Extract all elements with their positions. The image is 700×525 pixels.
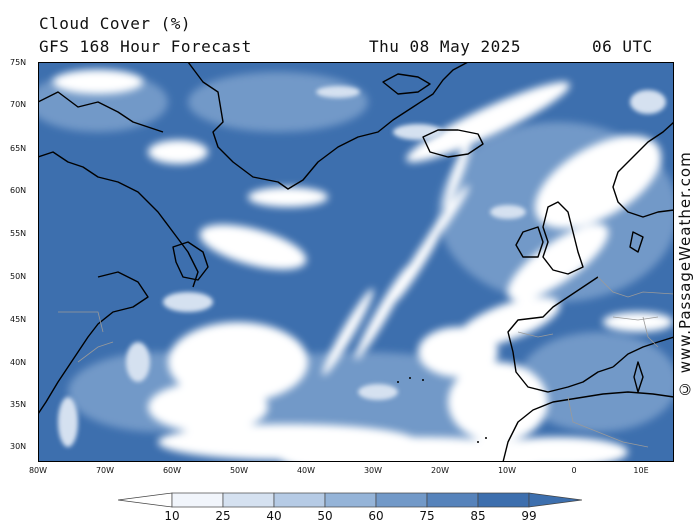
arctic-islands-coast [382,73,431,95]
lat-label-70n: 70N [10,100,27,109]
lon-label-30w: 30W [363,466,383,475]
legend-label-40: 40 [266,509,282,523]
lat-label-30n: 30N [10,442,27,451]
ireland-coast [515,226,544,258]
north-africa-coast [502,391,674,462]
lon-label-60w: 60W [162,466,182,475]
lat-label-35n: 35N [10,400,27,409]
legend-label-10: 10 [164,509,180,523]
corsica-sardinia-coast [633,361,644,393]
lat-label-50n: 50N [10,272,27,281]
forecast-date: Thu 08 May 2025 [369,37,521,56]
forecast-time: 06 UTC [592,37,653,56]
newfoundland-coast [172,241,209,281]
baffin-coast [38,91,164,133]
lon-label-70w: 70W [95,466,115,475]
denmark-coast [629,231,644,253]
us-east-coast [38,271,149,415]
coastlines [38,62,674,462]
colorbar-high-arrow [528,492,582,508]
colorbar-segment-7 [477,492,530,508]
colorbar-segment-6 [426,492,479,508]
lat-label-75n: 75N [10,58,27,67]
europe-west-coast [507,276,614,393]
mediterranean-coast [612,336,674,368]
light-cloud-specks [58,86,666,447]
greenland-coast [187,62,469,190]
legend-label-60: 60 [368,509,384,523]
colorbar-segment-2 [222,492,275,508]
iceland-coast [422,129,484,158]
borders [58,276,674,448]
lat-label-65n: 65N [10,144,27,153]
legend-label-25: 25 [215,509,231,523]
lat-label-45n: 45N [10,315,27,324]
lon-label-10w: 10W [497,466,517,475]
map-title: Cloud Cover (%) [39,14,191,33]
cloud-cover-map [38,62,674,462]
lon-label-40w: 40W [296,466,316,475]
watermark-text: © www.PassageWeather.com [676,151,694,399]
legend-label-99: 99 [521,509,537,523]
cloud-cover-colorbar [118,492,582,508]
legend-label-50: 50 [317,509,333,523]
colorbar-segment-1 [171,492,224,508]
island-dots [397,377,487,443]
lat-label-40n: 40N [10,358,27,367]
lat-label-60n: 60N [10,186,27,195]
legend-label-75: 75 [419,509,435,523]
lon-label-0: 0 [571,466,577,475]
lat-label-55n: 55N [10,229,27,238]
great-britain-coast [542,201,584,275]
lon-label-50w: 50W [229,466,249,475]
colorbar-segment-5 [375,492,428,508]
colorbar-segment-3 [273,492,326,508]
colorbar-low-arrow [118,492,173,508]
legend-label-85: 85 [470,509,486,523]
norway-coast [612,121,674,218]
lon-label-80w: 80W [28,466,48,475]
colorbar-segment-4 [324,492,377,508]
labrador-coast [38,151,199,288]
lon-label-20w: 20W [430,466,450,475]
lon-label-10e: 10E [633,466,649,475]
forecast-subtitle: GFS 168 Hour Forecast [39,37,252,56]
